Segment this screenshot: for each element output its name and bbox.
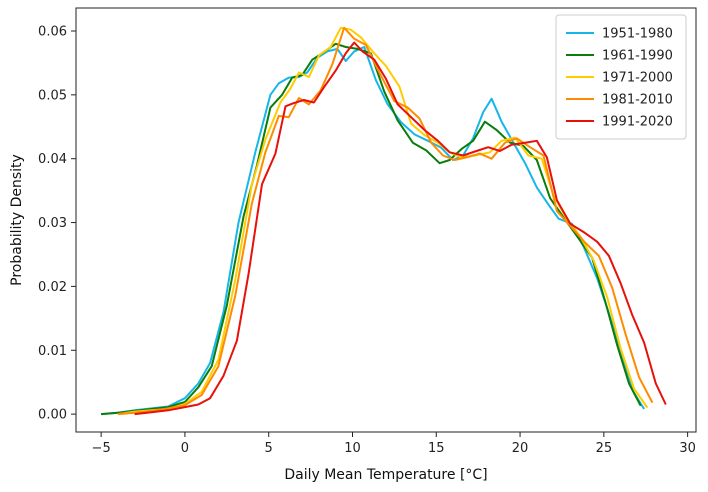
plot-lines — [101, 26, 667, 416]
legend: 1951-1980 1961-1990 1971-2000 1981-2010 1991… — [555, 14, 687, 140]
x-tick-label: −5 — [92, 441, 111, 456]
y-tick-label: 0.00 — [38, 408, 67, 423]
y-tick-label: 0.01 — [38, 344, 67, 359]
series-line-1991-2020 — [134, 41, 667, 416]
x-tick-label: 15 — [428, 441, 445, 456]
y-tick-label: 0.05 — [38, 88, 67, 103]
x-tick-label: 0 — [181, 441, 189, 456]
x-axis: −5 0 5 10 15 20 25 30 — [92, 432, 696, 456]
x-tick-label: 5 — [265, 441, 273, 456]
y-axis-label: Probability Density — [9, 154, 25, 286]
legend-label: 1991-2020 — [602, 115, 673, 130]
y-tick-label: 0.02 — [38, 280, 67, 295]
x-tick-label: 30 — [679, 441, 696, 456]
y-tick-label: 0.03 — [38, 216, 67, 231]
series-line-1951-1980 — [101, 46, 645, 416]
x-tick-label: 25 — [596, 441, 613, 456]
y-axis: 0.00 0.01 0.02 0.03 0.04 0.05 0.06 — [38, 24, 76, 423]
plot-frame — [75, 7, 697, 433]
legend-label: 1981-2010 — [602, 93, 673, 108]
x-axis-label: Daily Mean Temperature [°C] — [284, 467, 487, 483]
legend-label: 1951-1980 — [602, 27, 673, 42]
legend-label: 1961-1990 — [602, 49, 673, 64]
series-line-1981-2010 — [117, 26, 654, 416]
x-tick-label: 10 — [344, 441, 361, 456]
y-tick-label: 0.06 — [38, 24, 67, 39]
series-line-1961-1990 — [101, 42, 642, 416]
y-tick-label: 0.04 — [38, 152, 67, 167]
x-tick-label: 20 — [512, 441, 529, 456]
legend-label: 1971-2000 — [602, 71, 673, 86]
legend-box — [555, 14, 687, 140]
